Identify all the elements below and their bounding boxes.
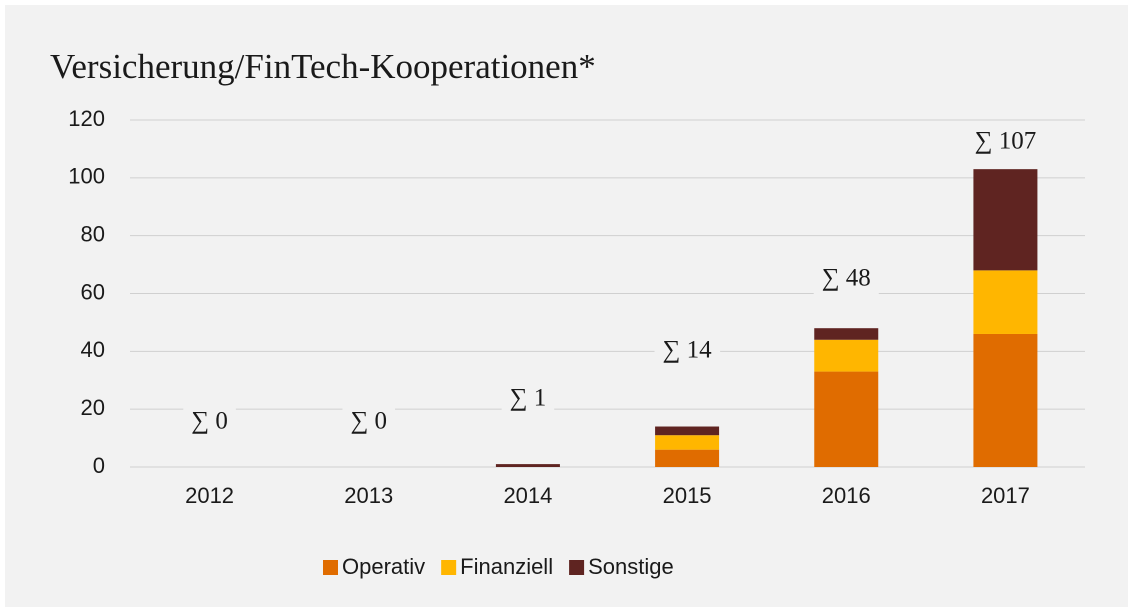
y-tick-label: 120 — [68, 106, 105, 131]
legend-label: Finanziell — [460, 554, 553, 579]
y-tick-label: 80 — [81, 221, 105, 246]
bar-segment — [814, 371, 879, 467]
chart-title: Versicherung/FinTech-Kooperationen* — [50, 47, 596, 86]
annotation-bg — [654, 332, 721, 368]
bar-segment — [655, 426, 720, 436]
y-tick-label: 100 — [68, 164, 105, 189]
panel — [5, 5, 1128, 607]
x-tick-label: 2017 — [981, 483, 1030, 508]
bar-segment — [495, 464, 560, 467]
annotation: ∑ 14 — [663, 337, 713, 364]
annotation-bg — [813, 260, 879, 296]
annotation: ∑ 1 — [510, 385, 547, 412]
y-tick-label: 20 — [81, 395, 105, 420]
bar-segment — [655, 435, 720, 450]
annotation-bg — [183, 403, 236, 439]
x-tick-label: 2015 — [663, 483, 712, 508]
legend-swatch — [441, 560, 457, 575]
annotation: ∑ 107 — [975, 128, 1037, 155]
bar-segment — [973, 169, 1038, 271]
legend-swatch — [323, 560, 338, 575]
y-tick-label: 60 — [81, 279, 105, 304]
bar-segment — [814, 328, 879, 340]
y-tick-label: 40 — [81, 337, 105, 362]
x-tick-label: 2014 — [503, 483, 552, 508]
bar-segment — [655, 449, 720, 467]
x-tick-label: 2012 — [185, 483, 234, 508]
legend-swatch — [569, 560, 585, 575]
annotation: ∑ 0 — [191, 408, 228, 435]
bar-segment — [814, 339, 879, 372]
y-tick-label: 0 — [93, 453, 105, 478]
annotation-bg — [342, 403, 396, 439]
legend-label: Operativ — [342, 554, 425, 579]
bar-segment — [973, 333, 1038, 467]
annotation: ∑ 48 — [822, 265, 871, 292]
annotation: ∑ 0 — [350, 408, 387, 435]
x-tick-label: 2016 — [822, 483, 871, 508]
bar-segment — [973, 270, 1038, 334]
annotation-bg — [501, 380, 555, 416]
legend-label: Sonstige — [588, 554, 674, 579]
x-tick-label: 2013 — [344, 483, 393, 508]
annotation-bg — [966, 123, 1045, 159]
